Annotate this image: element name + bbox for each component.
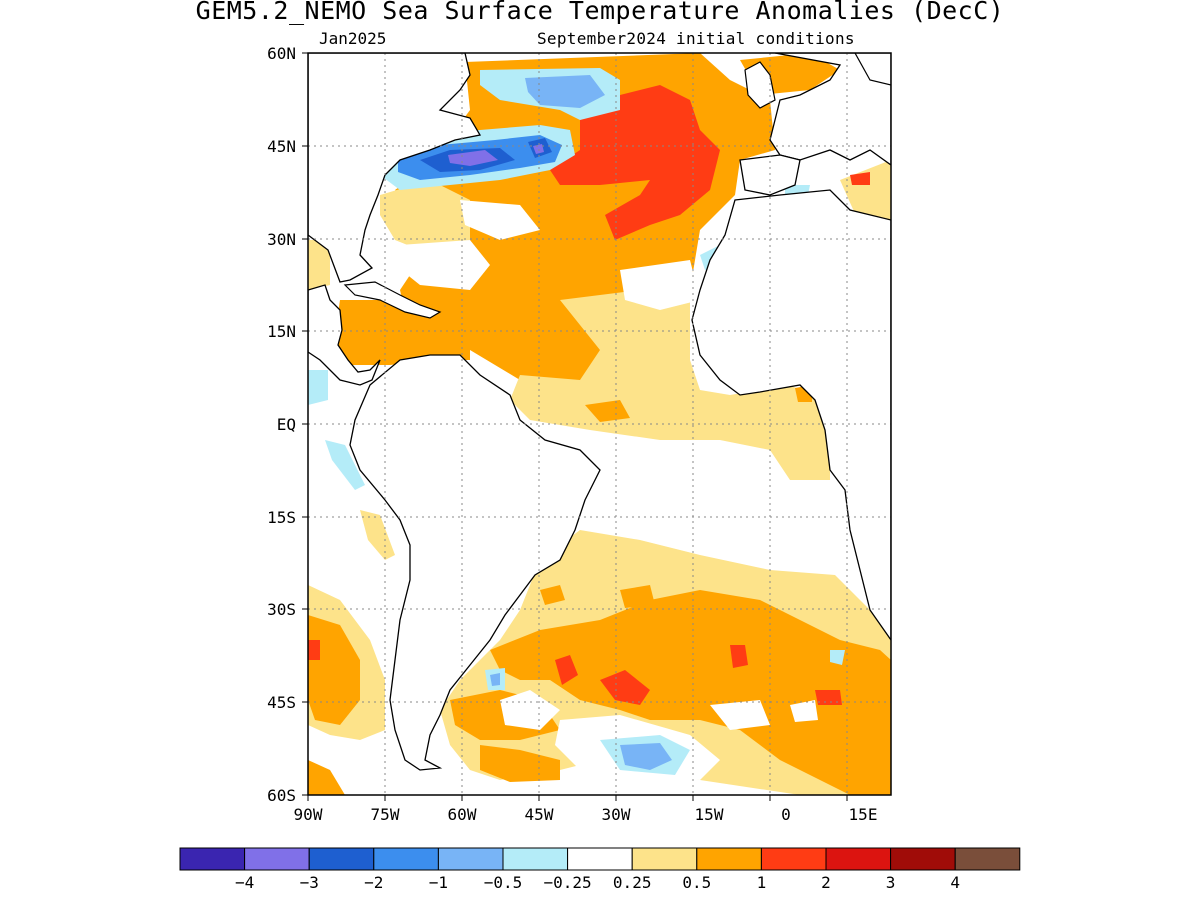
colorbar-label: −4 (235, 873, 254, 892)
lon-label: 15E (849, 805, 878, 824)
south-america-land (349, 354, 601, 771)
landmasses (308, 53, 891, 771)
anomaly-region (730, 645, 748, 668)
anomaly-region (308, 640, 320, 660)
axis-ticks (302, 52, 848, 801)
colorbar-swatch (437, 847, 504, 871)
anomaly-region (308, 240, 330, 290)
colorbar-swatch (179, 847, 246, 871)
anomaly-region (490, 673, 500, 686)
colorbar-swatch (244, 847, 310, 871)
colorbar-swatch (696, 847, 762, 871)
colorbar-swatch (825, 847, 892, 871)
lon-label: 0 (781, 805, 791, 824)
lon-label: 15W (695, 805, 724, 824)
lon-label: 60W (448, 805, 477, 824)
colorbar-label: 0.5 (682, 873, 711, 892)
anomaly-region (490, 590, 891, 795)
lat-label: 60N (267, 44, 296, 63)
anomaly-region (525, 75, 605, 108)
lat-label: 60S (267, 786, 296, 805)
anomaly-region (380, 180, 470, 250)
anomaly-region (830, 650, 845, 665)
anomaly-region (510, 290, 830, 480)
longitude-labels: 90W 75W 60W 45W 30W 15W 0 15E (294, 805, 878, 824)
anomaly-region (308, 760, 345, 795)
anomaly-region (815, 690, 842, 705)
anomaly-region (325, 440, 365, 490)
anomaly-region (480, 745, 560, 782)
colorbar-label: −0.5 (484, 873, 523, 892)
colorbar-swatch (502, 847, 569, 871)
anomaly-region (710, 700, 770, 730)
lat-label: 30S (267, 600, 296, 619)
lat-label: 45S (267, 693, 296, 712)
anomaly-region (448, 150, 498, 166)
central-america-land (308, 284, 381, 386)
colorbar-label: 1 (757, 873, 767, 892)
lon-label: 30W (602, 805, 631, 824)
colorbar-label: −3 (300, 873, 319, 892)
colorbar-swatch (373, 847, 439, 871)
colorbar-swatch (890, 847, 956, 871)
anomaly-region (600, 670, 650, 705)
colorbar-label: 0.25 (613, 873, 652, 892)
africa-land (691, 189, 891, 642)
anomaly-region (620, 585, 655, 608)
anomaly-region (550, 85, 720, 240)
anomaly-region (540, 585, 565, 605)
colorbar-label: 2 (821, 873, 831, 892)
lat-label: 45N (267, 137, 296, 156)
anomaly-region (620, 743, 672, 770)
anomaly-region (850, 172, 870, 185)
anomaly-region (500, 690, 560, 730)
colorbar-label: 3 (886, 873, 896, 892)
anomaly-region (790, 700, 818, 722)
anomaly-region (555, 655, 578, 685)
anomaly-region (620, 260, 700, 310)
lon-label: 45W (525, 805, 554, 824)
figure-title: GEM5.2_NEMO Sea Surface Temperature Anom… (195, 0, 1005, 25)
anomaly-region (585, 400, 630, 422)
anomaly-region (360, 510, 395, 560)
graticule (308, 53, 891, 795)
lon-label: 75W (371, 805, 400, 824)
british-isles (744, 61, 776, 109)
valid-month-label: Jan2025 (319, 29, 387, 48)
colorbar-swatch (567, 847, 633, 871)
greenland-edge (854, 53, 891, 86)
north-america-land (308, 53, 482, 283)
anomaly-region (308, 615, 360, 725)
latitude-labels: 60N 45N 30N 15N EQ 15S 30S 45S 60S (267, 44, 296, 805)
lat-label: EQ (277, 415, 296, 434)
initial-conditions-label: September2024 initial conditions (537, 29, 855, 48)
cuba-island (343, 281, 442, 319)
anomaly-region (308, 370, 328, 405)
colorbar-label: 4 (950, 873, 960, 892)
anomaly-region (460, 200, 540, 240)
colorbar-swatch (308, 847, 375, 871)
colorbar-swatch (760, 847, 827, 871)
lat-label: 30N (267, 230, 296, 249)
lat-label: 15N (267, 322, 296, 341)
anomaly-field (308, 53, 891, 795)
colorbar-label: −1 (429, 873, 448, 892)
colorbar-label: −0.25 (544, 873, 592, 892)
colorbar-label: −2 (364, 873, 383, 892)
colorbar-swatch (631, 847, 698, 871)
colorbar-swatch (954, 847, 1021, 871)
lon-label: 90W (294, 805, 323, 824)
colorbar: −4 −3 −2 −1 −0.5 −0.25 0.25 0.5 1 2 3 4 (179, 847, 1021, 892)
lat-label: 15S (267, 508, 296, 527)
anomaly-region (335, 300, 470, 365)
anomaly-region (395, 240, 490, 290)
